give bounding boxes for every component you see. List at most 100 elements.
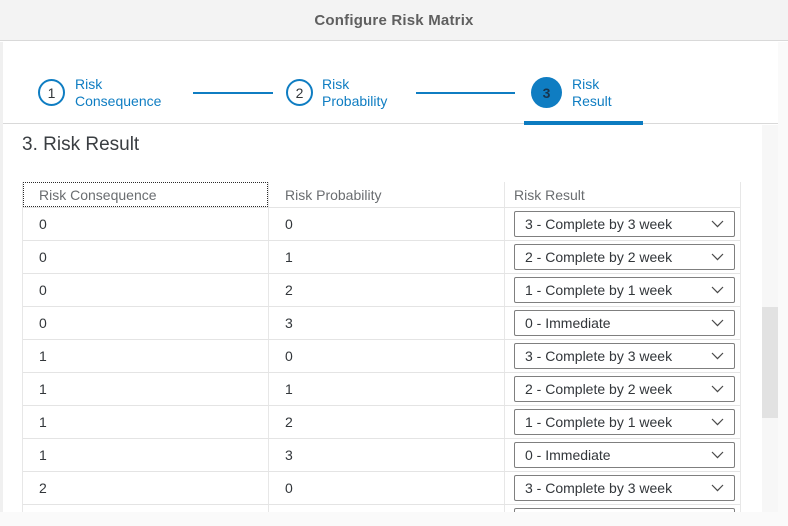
risk-result-cell: 3 - Complete by 3 week (504, 340, 740, 372)
risk-consequence-cell: 1 (39, 447, 47, 463)
wizard-step-1-number: 1 (47, 84, 56, 101)
risk-probability-cell: 0 (268, 472, 504, 504)
risk-consequence-cell: 0 (39, 216, 47, 232)
risk-result-select-value: 3 - Complete by 3 week (525, 216, 673, 232)
table-row: 1 3 0 - Immediate (23, 438, 740, 471)
chevron-down-icon (711, 253, 724, 261)
risk-result-cell: 2 - Complete by 2 week (504, 241, 740, 273)
step-connector-1-2 (193, 92, 273, 94)
chevron-down-icon (711, 220, 724, 228)
risk-probability-cell: 0 (268, 208, 504, 240)
risk-result-select-value: 2 - Complete by 2 week (525, 249, 673, 265)
risk-probability-cell (268, 505, 504, 512)
table-row: 0 2 1 - Complete by 1 week (23, 273, 740, 306)
wizard-step-3-label-line2: Result (572, 93, 612, 109)
wizard-step-1-label[interactable]: Risk Consequence (75, 76, 161, 110)
table-row-partial (23, 504, 740, 512)
risk-consequence-cell: 1 (39, 414, 47, 430)
active-step-underline (524, 121, 643, 125)
table-row: 1 1 2 - Complete by 2 week (23, 372, 740, 405)
risk-result-select[interactable] (514, 508, 735, 512)
dialog-title: Configure Risk Matrix (314, 11, 474, 29)
table-row: 1 0 3 - Complete by 3 week (23, 339, 740, 372)
risk-result-select-value: 3 - Complete by 3 week (525, 480, 673, 496)
wizard-step-2-label-line1: Risk (322, 76, 350, 92)
risk-result-select[interactable]: 2 - Complete by 2 week (514, 244, 735, 270)
wizard-step-1-circle[interactable]: 1 (38, 79, 65, 106)
wizard-step-2-label[interactable]: Risk Probability (322, 76, 387, 110)
step-connector-2-3 (416, 92, 515, 94)
table-row: 1 2 1 - Complete by 1 week (23, 405, 740, 438)
column-header-risk-probability[interactable]: Risk Probability (268, 182, 504, 207)
risk-probability-cell: 3 (268, 307, 504, 339)
risk-probability-cell: 1 (268, 241, 504, 273)
risk-result-cell: 0 - Immediate (504, 307, 740, 339)
risk-consequence-cell: 1 (39, 348, 47, 364)
risk-result-select[interactable]: 3 - Complete by 3 week (514, 211, 735, 237)
wizard-step-3-label-line1: Risk (572, 76, 600, 92)
section-heading: 3. Risk Result (22, 134, 140, 155)
risk-result-table: Risk Consequence Risk Probability Risk R… (22, 182, 741, 512)
table-header-row: Risk Consequence Risk Probability Risk R… (23, 182, 740, 207)
risk-result-select-value: 0 - Immediate (525, 315, 611, 331)
table-row: 0 0 3 - Complete by 3 week (23, 207, 740, 240)
risk-result-select[interactable]: 1 - Complete by 1 week (514, 277, 735, 303)
window-right-edge (778, 42, 788, 526)
risk-result-select[interactable]: 3 - Complete by 3 week (514, 475, 735, 501)
risk-result-cell (504, 505, 740, 512)
risk-result-select[interactable]: 1 - Complete by 1 week (514, 409, 735, 435)
table-body: 0 0 3 - Complete by 3 week 0 1 2 - Compl… (23, 207, 740, 504)
chevron-down-icon (711, 286, 724, 294)
chevron-down-icon (711, 385, 724, 393)
table-row: 0 3 0 - Immediate (23, 306, 740, 339)
risk-consequence-cell: 2 (39, 480, 47, 496)
risk-result-cell: 3 - Complete by 3 week (504, 208, 740, 240)
risk-result-cell: 1 - Complete by 1 week (504, 406, 740, 438)
risk-probability-cell: 2 (268, 274, 504, 306)
risk-result-select-value: 1 - Complete by 1 week (525, 414, 673, 430)
risk-probability-cell: 3 (268, 439, 504, 471)
chevron-down-icon (711, 319, 724, 327)
wizard-step-3-number: 3 (542, 84, 551, 101)
risk-result-select[interactable]: 2 - Complete by 2 week (514, 376, 735, 402)
wizard-step-2-label-line2: Probability (322, 93, 388, 109)
risk-result-cell: 1 - Complete by 1 week (504, 274, 740, 306)
chevron-down-icon (711, 418, 724, 426)
stepper-divider (0, 123, 778, 124)
risk-result-select-value: 3 - Complete by 3 week (525, 348, 673, 364)
risk-probability-cell: 0 (268, 340, 504, 372)
risk-result-cell: 0 - Immediate (504, 439, 740, 471)
window-bottom-edge (0, 512, 788, 526)
wizard-step-3-circle[interactable]: 3 (531, 77, 562, 108)
column-header-risk-result[interactable]: Risk Result (504, 182, 740, 207)
table-row: 0 1 2 - Complete by 2 week (23, 240, 740, 273)
column-header-risk-consequence[interactable]: Risk Consequence (23, 182, 268, 207)
risk-result-cell: 2 - Complete by 2 week (504, 373, 740, 405)
risk-result-select[interactable]: 0 - Immediate (514, 310, 735, 336)
risk-consequence-cell: 0 (39, 249, 47, 265)
risk-probability-cell: 2 (268, 406, 504, 438)
risk-result-select-value: 0 - Immediate (525, 447, 611, 463)
chevron-down-icon (711, 352, 724, 360)
risk-result-select-value: 1 - Complete by 1 week (525, 282, 673, 298)
risk-consequence-cell: 0 (39, 282, 47, 298)
risk-result-select[interactable]: 0 - Immediate (514, 442, 735, 468)
risk-result-select[interactable]: 3 - Complete by 3 week (514, 343, 735, 369)
vertical-scrollbar-thumb[interactable] (762, 307, 778, 418)
wizard-step-2-circle[interactable]: 2 (286, 79, 313, 106)
wizard-step-1-label-line1: Risk (75, 76, 103, 92)
risk-consequence-cell (23, 505, 268, 512)
risk-result-select-value: 2 - Complete by 2 week (525, 381, 673, 397)
chevron-down-icon (711, 484, 724, 492)
risk-consequence-cell: 1 (39, 381, 47, 397)
wizard-step-1-label-line2: Consequence (75, 93, 162, 109)
chevron-down-icon (711, 451, 724, 459)
risk-probability-cell: 1 (268, 373, 504, 405)
risk-result-cell: 3 - Complete by 3 week (504, 472, 740, 504)
risk-consequence-cell: 0 (39, 315, 47, 331)
window-left-edge (0, 42, 3, 512)
wizard-step-2-number: 2 (295, 84, 304, 101)
wizard-step-3-label[interactable]: Risk Result (572, 76, 612, 110)
table-row: 2 0 3 - Complete by 3 week (23, 471, 740, 504)
dialog-titlebar: Configure Risk Matrix (0, 0, 788, 41)
